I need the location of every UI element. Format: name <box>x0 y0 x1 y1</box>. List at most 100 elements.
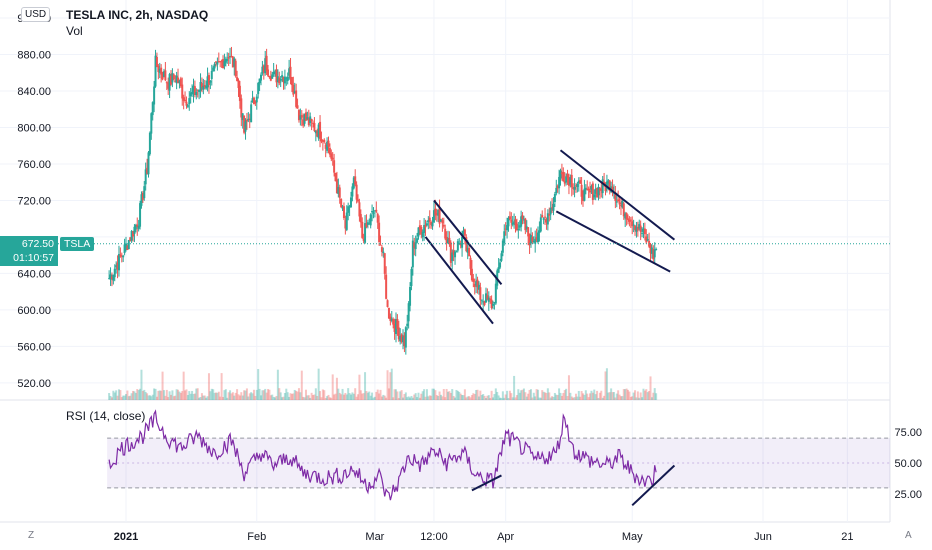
candle-body <box>555 187 558 194</box>
candle-body <box>364 223 367 243</box>
rsi-tick-label: 50.00 <box>894 458 922 470</box>
candle-body <box>171 73 174 83</box>
volume-bar <box>445 388 448 400</box>
volume-bar <box>586 393 589 400</box>
candle-body <box>628 219 631 222</box>
last-price-value: 672.50 <box>21 238 54 250</box>
candle-body <box>618 202 621 205</box>
volume-bar <box>407 396 410 400</box>
volume-bar <box>248 393 251 400</box>
rsi-series-line <box>108 409 657 501</box>
candle-body <box>649 244 652 254</box>
trendlines[interactable] <box>424 149 676 507</box>
candle-body <box>195 91 198 96</box>
candle-body <box>642 228 645 232</box>
candle-body <box>380 247 383 252</box>
volume-bar <box>417 392 420 400</box>
volume-bar <box>296 391 299 400</box>
candle-body <box>580 184 583 197</box>
volume-bar <box>625 388 628 400</box>
candle-body <box>466 247 469 253</box>
candle-body <box>635 226 638 232</box>
symbol-title[interactable]: TESLA INC, 2h, NASDAQ <box>66 8 209 22</box>
currency-badge[interactable]: USD <box>21 7 51 22</box>
volume-bar <box>226 397 229 400</box>
volume-bar <box>254 395 257 400</box>
volume-bar <box>413 394 416 400</box>
volume-bar <box>282 396 285 400</box>
candle-body <box>361 221 364 238</box>
volume-bar <box>144 392 147 400</box>
volume-bar <box>632 392 635 400</box>
volume-bar <box>209 391 212 400</box>
volume-bar <box>184 390 187 400</box>
candle-body <box>285 78 288 80</box>
volume-bar <box>141 390 144 400</box>
volume-bar <box>631 396 634 400</box>
time-axis[interactable]: 2021 Feb Mar 12:00 Apr May Jun 21 <box>114 531 854 543</box>
price-axis[interactable]: 520.00 560.00 600.00 640.00 720.00 760.00 800.… <box>17 13 51 390</box>
candle-body <box>144 169 147 185</box>
candle-body <box>506 225 509 231</box>
candle-body <box>196 89 199 91</box>
candle-body <box>319 121 322 139</box>
volume-bar <box>115 390 118 400</box>
volume-bar <box>109 395 112 400</box>
time-tick-label: Feb <box>247 531 266 543</box>
auto-scale-button[interactable]: A <box>905 530 912 541</box>
candle-body <box>371 211 374 213</box>
candle-body <box>140 194 143 206</box>
volume-bar <box>304 389 307 400</box>
volume-bar <box>497 395 500 400</box>
candle-body <box>234 60 237 77</box>
rsi-label[interactable]: RSI (14, close) <box>66 409 146 423</box>
volume-bar <box>172 396 175 400</box>
candle-body <box>487 297 490 302</box>
volume-bar <box>323 390 326 400</box>
volume-bar <box>494 388 497 400</box>
volume-bar <box>213 392 216 400</box>
volume-bar <box>590 390 593 400</box>
candle-body <box>269 76 272 81</box>
volume-bar <box>465 397 468 400</box>
volume-bar <box>390 368 393 400</box>
volume-bar <box>143 389 146 400</box>
volume-bar <box>511 397 514 400</box>
volume-bar <box>518 392 521 400</box>
volume-bar <box>274 397 277 400</box>
volume-bar <box>250 392 253 400</box>
candle-body <box>442 224 445 227</box>
candle-body <box>577 180 580 184</box>
candle-body <box>468 247 471 257</box>
candle-body <box>622 203 625 217</box>
candle-body <box>386 300 389 307</box>
candle-body <box>501 240 504 253</box>
rsi-axis[interactable]: 25.00 50.00 75.00 <box>894 427 922 501</box>
volume-bar <box>441 396 444 400</box>
candle-body <box>251 98 254 103</box>
candle-body <box>169 75 172 85</box>
candle-body <box>525 226 528 229</box>
candle-body <box>437 209 440 216</box>
volume-bar <box>214 392 217 400</box>
candle-body <box>546 213 549 225</box>
candle-body <box>522 219 525 221</box>
volume-bar <box>192 393 195 400</box>
volume-bar <box>612 392 615 400</box>
zoom-button[interactable]: Z <box>28 530 35 541</box>
volume-bar <box>313 394 316 400</box>
volume-bar <box>269 395 272 400</box>
candle-body <box>461 236 464 248</box>
volume-bar <box>368 391 371 400</box>
volume-bar <box>252 389 255 400</box>
volume-bar <box>560 395 563 400</box>
volume-bar <box>603 395 606 400</box>
candle-body <box>591 183 594 200</box>
candle-body <box>650 247 653 254</box>
candle-body <box>428 217 431 222</box>
candle-body <box>259 74 262 81</box>
candle-body <box>271 74 274 79</box>
candle-body <box>414 242 417 250</box>
volume-label[interactable]: Vol <box>66 24 83 38</box>
